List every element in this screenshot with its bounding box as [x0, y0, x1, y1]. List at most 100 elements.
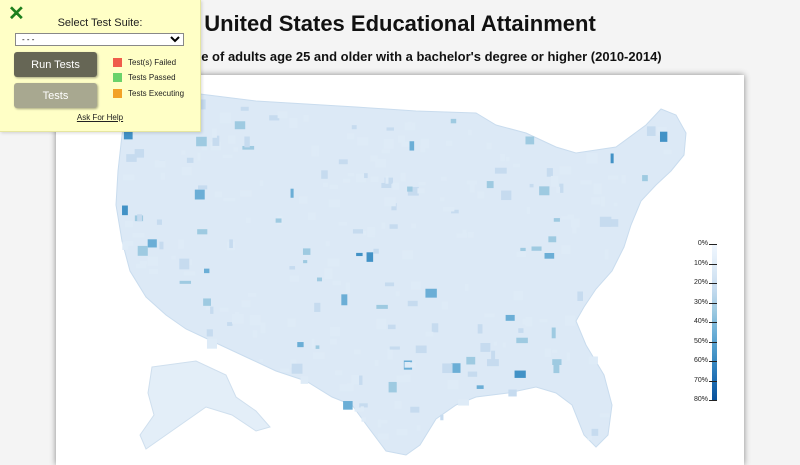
county-cell[interactable] — [431, 323, 439, 333]
county-cell[interactable] — [442, 363, 453, 374]
county-cell[interactable] — [609, 219, 619, 227]
county-cell[interactable] — [588, 356, 598, 365]
county-cell[interactable] — [384, 282, 395, 287]
ask-for-help-link[interactable]: Ask For Help — [76, 113, 124, 122]
county-cell[interactable] — [401, 141, 413, 147]
county-cell[interactable] — [203, 298, 211, 306]
county-cell[interactable] — [486, 181, 494, 189]
county-cell[interactable] — [663, 149, 672, 155]
county-cell[interactable] — [290, 359, 297, 368]
county-cell[interactable] — [407, 186, 413, 192]
county-cell[interactable] — [522, 318, 528, 325]
county-cell[interactable] — [600, 196, 605, 207]
close-icon[interactable]: ✕ — [8, 3, 25, 25]
county-cell[interactable] — [599, 216, 612, 227]
county-cell[interactable] — [415, 345, 427, 354]
county-cell[interactable] — [586, 152, 598, 164]
county-cell[interactable] — [222, 154, 233, 159]
county-cell[interactable] — [371, 228, 376, 236]
county-cell[interactable] — [400, 172, 406, 182]
county-cell[interactable] — [607, 175, 619, 180]
county-cell[interactable] — [357, 137, 369, 146]
county-cell[interactable] — [387, 348, 393, 360]
county-cell[interactable] — [179, 258, 190, 270]
county-cell[interactable] — [181, 166, 192, 176]
county-cell[interactable] — [440, 414, 444, 421]
county-cell[interactable] — [328, 199, 341, 208]
county-cell[interactable] — [183, 271, 196, 276]
county-cell[interactable] — [407, 186, 419, 196]
county-cell[interactable] — [197, 229, 208, 235]
county-cell[interactable] — [384, 177, 394, 184]
county-cell[interactable] — [559, 183, 564, 193]
county-cell[interactable] — [518, 328, 524, 333]
county-cell[interactable] — [341, 294, 348, 306]
county-cell[interactable] — [381, 182, 392, 189]
county-cell[interactable] — [360, 406, 364, 412]
county-cell[interactable] — [186, 157, 194, 163]
county-cell[interactable] — [287, 318, 296, 327]
county-cell[interactable] — [604, 249, 609, 260]
county-cell[interactable] — [621, 175, 626, 184]
county-cell[interactable] — [512, 163, 521, 168]
county-cell[interactable] — [242, 145, 255, 150]
county-cell[interactable] — [561, 245, 571, 255]
county-cell[interactable] — [417, 188, 425, 194]
alaska-shape[interactable] — [139, 360, 271, 450]
county-cell[interactable] — [171, 255, 176, 260]
county-cell[interactable] — [335, 370, 343, 376]
county-cell[interactable] — [346, 383, 354, 392]
county-cell[interactable] — [385, 175, 389, 184]
county-cell[interactable] — [366, 252, 374, 262]
county-cell[interactable] — [313, 352, 325, 360]
county-cell[interactable] — [659, 131, 668, 142]
county-cell[interactable] — [332, 280, 341, 286]
county-cell[interactable] — [275, 218, 282, 223]
county-cell[interactable] — [591, 197, 601, 205]
county-cell[interactable] — [347, 173, 355, 177]
county-cell[interactable] — [363, 230, 367, 236]
county-cell[interactable] — [525, 316, 533, 327]
county-cell[interactable] — [500, 154, 505, 162]
county-cell[interactable] — [181, 150, 186, 155]
county-cell[interactable] — [477, 191, 485, 199]
county-cell[interactable] — [300, 376, 309, 384]
county-cell[interactable] — [441, 301, 448, 310]
county-cell[interactable] — [370, 176, 379, 183]
county-cell[interactable] — [260, 322, 266, 334]
county-cell[interactable] — [241, 300, 251, 308]
county-cell[interactable] — [299, 196, 308, 204]
county-cell[interactable] — [134, 149, 145, 158]
county-cell[interactable] — [505, 156, 510, 162]
county-cell[interactable] — [329, 327, 341, 337]
county-cell[interactable] — [539, 319, 548, 323]
county-cell[interactable] — [456, 233, 468, 238]
county-cell[interactable] — [361, 417, 367, 422]
county-cell[interactable] — [566, 352, 571, 361]
county-cell[interactable] — [587, 436, 593, 441]
county-cell[interactable] — [377, 433, 389, 440]
county-cell[interactable] — [303, 114, 309, 122]
county-cell[interactable] — [447, 379, 459, 390]
county-cell[interactable] — [280, 368, 290, 373]
county-cell[interactable] — [194, 189, 205, 200]
county-cell[interactable] — [178, 239, 184, 249]
county-cell[interactable] — [149, 269, 159, 275]
county-cell[interactable] — [244, 136, 250, 148]
county-cell[interactable] — [384, 197, 396, 207]
county-cell[interactable] — [147, 256, 158, 266]
county-cell[interactable] — [613, 202, 618, 207]
county-cell[interactable] — [201, 146, 208, 151]
county-cell[interactable] — [642, 175, 648, 182]
county-cell[interactable] — [477, 324, 483, 334]
county-cell[interactable] — [389, 346, 400, 350]
county-cell[interactable] — [139, 260, 147, 265]
county-cell[interactable] — [198, 185, 208, 190]
county-cell[interactable] — [367, 227, 376, 238]
county-cell[interactable] — [233, 147, 239, 152]
county-cell[interactable] — [494, 167, 507, 174]
county-cell[interactable] — [303, 260, 308, 264]
county-cell[interactable] — [160, 172, 166, 180]
county-cell[interactable] — [259, 180, 264, 187]
county-cell[interactable] — [394, 401, 402, 409]
